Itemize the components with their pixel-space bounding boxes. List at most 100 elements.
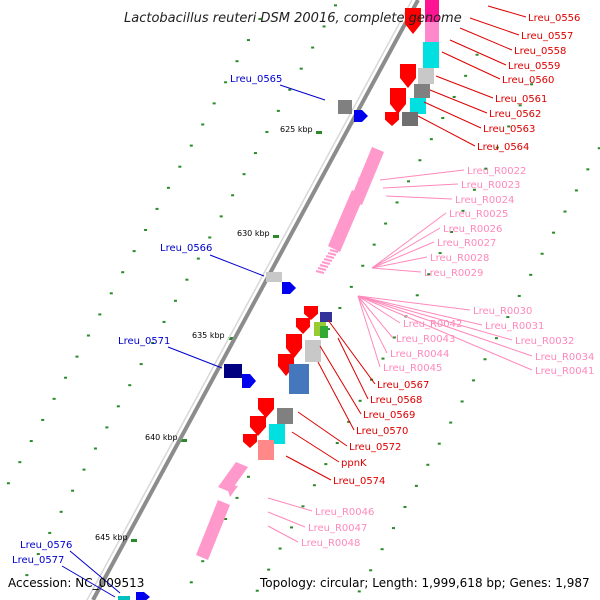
tick-mark xyxy=(552,231,556,234)
label-leader xyxy=(371,256,428,269)
tick-mark xyxy=(128,384,132,387)
gene-feature-blue xyxy=(242,374,256,388)
tick-mark xyxy=(529,273,533,276)
gene-feature-grey xyxy=(338,100,352,114)
tick-mark xyxy=(427,273,431,276)
tick-mark xyxy=(52,397,56,400)
tick-mark xyxy=(235,60,239,63)
label-leader xyxy=(279,84,326,101)
label-leader xyxy=(357,295,533,357)
tick-mark xyxy=(231,194,235,197)
gene-label: Lreu_0558 xyxy=(514,46,566,57)
label-leader xyxy=(435,75,494,99)
ruler-tick xyxy=(273,235,279,238)
tick-mark xyxy=(597,147,600,150)
tick-mark xyxy=(82,468,86,471)
gene-feature-pink xyxy=(425,22,439,42)
tick-mark xyxy=(415,294,419,297)
gene-label: Lreu_R0032 xyxy=(515,336,574,347)
gene-label: Lreu_0577 xyxy=(12,555,64,566)
label-leader xyxy=(441,51,501,80)
tick-mark xyxy=(166,186,170,189)
gene-feature-red xyxy=(250,416,266,436)
tick-mark xyxy=(338,306,342,309)
tick-mark xyxy=(357,590,361,593)
label-leader xyxy=(267,511,306,528)
tick-mark xyxy=(75,355,79,358)
label-leader xyxy=(319,345,362,415)
tick-mark xyxy=(265,130,269,133)
label-leader xyxy=(357,295,381,368)
ruler-label: 640 kbp xyxy=(145,433,178,442)
tick-mark xyxy=(460,400,464,403)
tick-mark xyxy=(246,475,250,478)
gene-feature-blue xyxy=(136,592,150,600)
gene-label: Lreu_R0028 xyxy=(430,253,489,264)
gene-label: Lreu_R0047 xyxy=(308,523,367,534)
label-leader xyxy=(371,241,435,269)
trna-feature xyxy=(315,270,325,274)
tick-mark xyxy=(438,252,442,255)
gene-label: Lreu_R0023 xyxy=(461,180,520,191)
tick-mark xyxy=(116,405,120,408)
tick-mark xyxy=(41,418,45,421)
tick-mark xyxy=(494,337,498,340)
tick-mark xyxy=(506,316,510,319)
tick-mark xyxy=(71,489,75,492)
label-leader xyxy=(371,212,447,269)
gene-feature-grey xyxy=(402,112,418,126)
gene-feature-navy xyxy=(224,364,242,378)
label-leader xyxy=(357,295,533,371)
tick-mark xyxy=(347,420,351,423)
label-leader-lines xyxy=(61,5,533,598)
rrna-feature xyxy=(350,147,384,205)
tick-mark xyxy=(392,336,396,339)
label-leader xyxy=(371,227,441,269)
tick-mark xyxy=(290,526,294,529)
tick-mark xyxy=(278,547,282,550)
gene-features xyxy=(118,0,439,600)
tick-mark xyxy=(495,146,499,149)
tick-mark xyxy=(530,83,534,86)
gene-label: Lreu_0557 xyxy=(521,31,573,42)
ruler-label: 625 kbp xyxy=(280,125,313,134)
tick-mark xyxy=(322,25,326,28)
tick-mark xyxy=(48,531,52,534)
label-leader xyxy=(69,550,121,594)
gene-label: Lreu_0568 xyxy=(370,395,422,406)
tick-mark xyxy=(380,548,384,551)
gene-feature-red xyxy=(296,318,310,334)
tick-mark xyxy=(242,173,246,176)
gene-feature-grey xyxy=(418,68,434,84)
tick-mark xyxy=(429,138,433,141)
gene-label: Lreu_0564 xyxy=(477,142,529,153)
tick-mark xyxy=(472,379,476,382)
gene-feature-red xyxy=(405,8,421,34)
gene-label: Lreu_R0048 xyxy=(301,538,360,549)
gene-label: Lreu_0560 xyxy=(502,75,554,86)
label-leader xyxy=(429,89,488,114)
tick-mark xyxy=(155,207,159,210)
gene-label: Lreu_0566 xyxy=(160,243,212,254)
trna-feature xyxy=(319,264,329,268)
gene-label: Lreu_R0024 xyxy=(455,195,514,206)
tick-mark xyxy=(312,484,316,487)
label-leader xyxy=(337,337,369,400)
trna-feature xyxy=(325,255,335,259)
label-leader xyxy=(357,295,471,311)
trna-feature xyxy=(323,258,333,262)
gene-label: Lreu_0562 xyxy=(489,109,541,120)
ruler-label: 630 kbp xyxy=(237,229,270,238)
tick-mark xyxy=(324,463,328,466)
ruler-tick xyxy=(181,439,187,442)
label-leader xyxy=(61,565,116,598)
tick-mark xyxy=(173,299,177,302)
tick-mark xyxy=(185,278,189,281)
gene-label: Lreu_0571 xyxy=(118,336,170,347)
gene-label: Lreu_0561 xyxy=(495,94,547,105)
tick-mark xyxy=(369,569,373,572)
tick-mark xyxy=(253,152,257,155)
tick-mark xyxy=(507,125,511,128)
ruler-tick xyxy=(131,539,137,542)
